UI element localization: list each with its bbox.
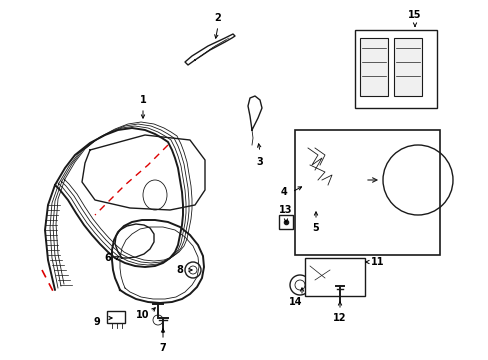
Text: 5: 5	[312, 223, 319, 233]
Polygon shape	[184, 34, 235, 65]
Bar	[305, 258, 364, 296]
Text: 2: 2	[214, 13, 221, 23]
Text: 15: 15	[407, 10, 421, 20]
Text: 8: 8	[176, 265, 183, 275]
Bar	[393, 38, 421, 96]
Text: 1: 1	[140, 95, 146, 105]
Bar	[279, 215, 292, 229]
Text: 4: 4	[280, 187, 287, 197]
Text: 14: 14	[289, 297, 302, 307]
Text: 9: 9	[93, 317, 100, 327]
Text: 11: 11	[370, 257, 384, 267]
Bar	[354, 30, 436, 108]
Text: 6: 6	[104, 253, 111, 263]
Bar	[107, 311, 125, 323]
Text: 7: 7	[159, 343, 166, 353]
Bar	[294, 130, 439, 255]
Text: 3: 3	[256, 157, 263, 167]
Bar	[359, 38, 387, 96]
Text: 10: 10	[136, 310, 149, 320]
Text: 13: 13	[279, 205, 292, 215]
Text: 12: 12	[332, 313, 346, 323]
